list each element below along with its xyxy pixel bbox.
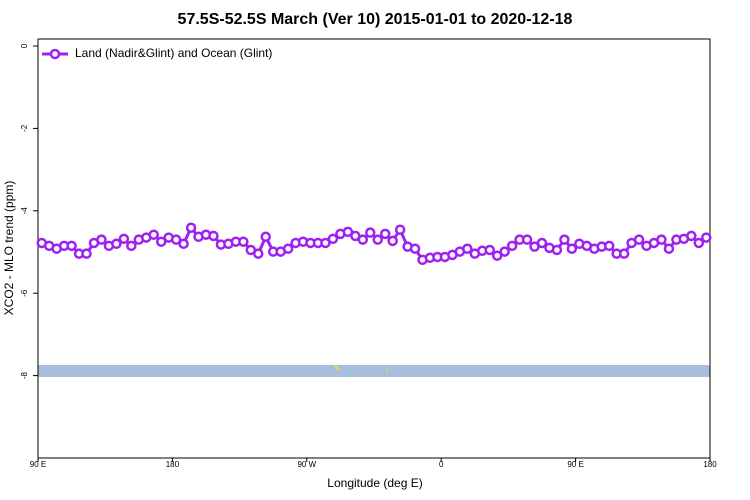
point	[521, 234, 533, 245]
point	[148, 229, 159, 240]
chart-title: 57.5S-52.5S March (Ver 10) 2015-01-01 to…	[178, 11, 573, 28]
point	[282, 243, 294, 254]
y-axis-label: XCO2 - MLO trend (ppm)	[2, 181, 16, 316]
y-tick-label: 0	[20, 43, 29, 48]
point	[126, 240, 137, 252]
legend-label: Land (Nadir&Glint) and Ocean (Glint)	[75, 46, 272, 60]
point	[170, 234, 182, 245]
y-tick-label: -6	[20, 289, 29, 297]
point	[409, 243, 421, 254]
point	[81, 248, 92, 259]
y-tick-label: -2	[20, 124, 29, 132]
legend-marker	[49, 48, 61, 60]
point	[663, 243, 675, 254]
point	[372, 234, 383, 245]
point	[551, 244, 563, 256]
point	[603, 240, 615, 252]
point	[633, 234, 645, 245]
point	[618, 248, 630, 259]
plot-frame	[37, 38, 711, 459]
point	[387, 235, 398, 247]
point	[484, 244, 495, 256]
x-tick-label: 180	[703, 460, 717, 469]
map-land	[386, 369, 388, 371]
point	[506, 240, 518, 252]
point	[536, 237, 548, 249]
point	[238, 236, 249, 247]
x-tick-label: 90 W	[297, 460, 316, 469]
point	[111, 238, 122, 250]
x-tick-label: 90 E	[567, 460, 583, 469]
point	[566, 243, 578, 254]
point	[342, 226, 354, 238]
point	[686, 230, 697, 242]
point	[499, 246, 510, 257]
point	[379, 228, 391, 240]
y-tick-label: -4	[20, 207, 29, 215]
point	[656, 234, 667, 245]
point	[491, 250, 503, 261]
point	[118, 233, 130, 245]
map-land	[331, 364, 340, 371]
point	[178, 238, 189, 250]
point	[559, 234, 570, 245]
point	[693, 237, 705, 249]
point	[260, 231, 271, 243]
point	[462, 243, 473, 254]
x-tick-label: 180	[166, 460, 180, 469]
point	[155, 236, 167, 247]
point	[96, 234, 107, 245]
map-strip	[38, 365, 710, 377]
point	[185, 222, 197, 233]
point	[394, 224, 406, 236]
y-tick-label: -8	[20, 371, 29, 379]
point	[327, 233, 339, 245]
point	[253, 248, 264, 259]
x-tick-label: 90 E	[30, 460, 46, 469]
point	[66, 240, 77, 252]
point	[357, 234, 369, 245]
point	[701, 232, 712, 243]
point	[365, 227, 376, 238]
x-tick-label: 0	[439, 460, 444, 469]
x-axis-label: Longitude (deg E)	[327, 476, 422, 490]
point	[320, 237, 331, 249]
point	[208, 230, 219, 242]
